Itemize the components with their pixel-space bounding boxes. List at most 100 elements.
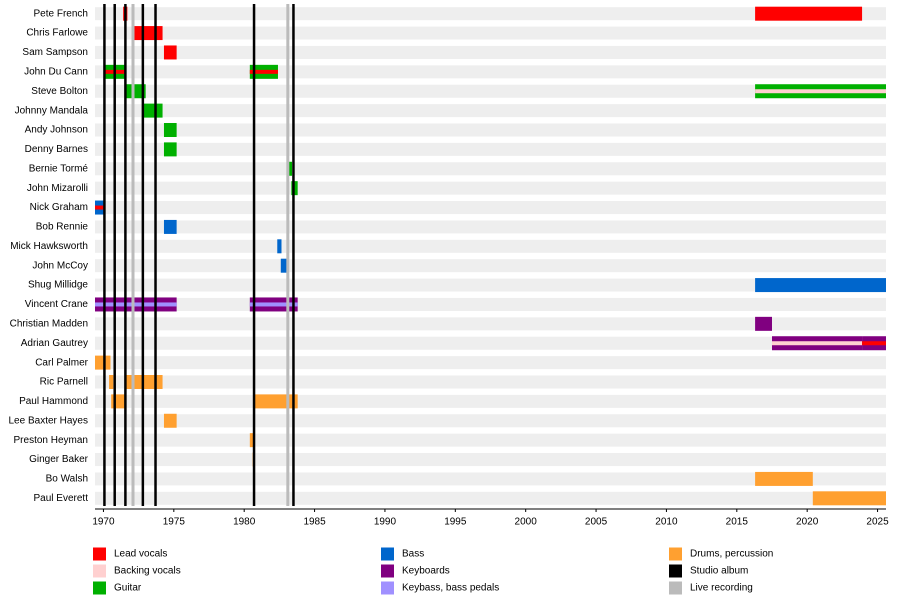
member-bar <box>133 26 163 41</box>
member-label: Bob Rennie <box>36 222 89 233</box>
member-label: Steve Bolton <box>31 86 88 97</box>
member-bar <box>755 278 886 293</box>
row-stripe <box>95 336 886 350</box>
member-bar <box>163 142 177 157</box>
legend-label: Live recording <box>690 583 753 594</box>
member-bar <box>163 45 177 60</box>
x-tick-label: 1985 <box>303 517 326 528</box>
member-bar <box>111 394 126 409</box>
member-label: Ric Parnell <box>40 377 88 388</box>
legend-swatch <box>93 564 106 578</box>
legend-label: Guitar <box>114 583 142 594</box>
member-bar <box>109 375 114 389</box>
x-tick-label: 1980 <box>233 517 256 528</box>
row-stripe <box>95 239 886 253</box>
secondary-role-stripe <box>249 69 278 74</box>
member-label: Shug Millidge <box>28 280 88 291</box>
row-stripe <box>95 375 886 389</box>
row-stripe <box>95 162 886 176</box>
member-bar <box>125 84 146 99</box>
member-bar <box>812 491 886 506</box>
member-bar <box>254 394 298 409</box>
legend-label: Drums, percussion <box>690 549 773 560</box>
x-tick-label: 2015 <box>726 517 749 528</box>
row-stripe <box>95 259 886 273</box>
member-label: John McCoy <box>32 260 88 271</box>
member-label: Nick Graham <box>30 202 88 213</box>
secondary-role-stripe <box>95 302 177 307</box>
row-stripe <box>95 297 886 311</box>
member-bar <box>142 103 163 118</box>
member-label: Andy Johnson <box>25 125 88 136</box>
member-label: Christian Madden <box>10 318 88 329</box>
x-tick-label: 2000 <box>515 517 538 528</box>
x-tick-label: 2025 <box>866 517 889 528</box>
member-bar <box>125 375 163 389</box>
member-bar <box>163 123 177 137</box>
row-stripe <box>95 123 886 137</box>
member-label: Bo Walsh <box>46 474 88 485</box>
row-stripe <box>95 45 886 59</box>
member-bar <box>95 355 111 370</box>
member-bar <box>249 433 254 448</box>
legend-swatch <box>669 547 682 561</box>
member-label: John Mizarolli <box>27 183 88 194</box>
legend-label: Backing vocals <box>114 566 181 577</box>
x-tick-label: 1975 <box>163 517 186 528</box>
legend-label: Studio album <box>690 566 748 577</box>
x-tick-label: 1990 <box>374 517 397 528</box>
legend-label: Bass <box>402 549 424 560</box>
legend-label: Lead vocals <box>114 549 167 560</box>
row-stripe <box>95 394 886 408</box>
member-bar <box>755 471 813 486</box>
member-label: Preston Heyman <box>14 435 88 446</box>
member-label: Lee Baxter Hayes <box>9 415 89 426</box>
secondary-role-stripe <box>249 302 298 307</box>
member-label: Chris Farlowe <box>26 28 88 39</box>
legend-swatch <box>669 581 682 595</box>
x-tick-label: 1995 <box>444 517 467 528</box>
member-bar <box>280 258 289 273</box>
row-stripe <box>95 453 886 467</box>
member-label: Mick Hawksworth <box>10 241 88 252</box>
legend-label: Keyboards <box>402 566 450 577</box>
member-label: Vincent Crane <box>25 299 89 310</box>
member-bar <box>163 219 177 234</box>
row-stripe <box>95 414 886 428</box>
member-bar <box>755 6 863 21</box>
member-bar <box>163 413 177 428</box>
legend-swatch <box>381 581 394 595</box>
row-stripe <box>95 181 886 195</box>
legend-swatch <box>381 547 394 561</box>
row-stripe <box>95 491 886 505</box>
x-tick-label: 2020 <box>796 517 819 528</box>
legend-label: Keybass, bass pedals <box>402 583 499 594</box>
x-tick-label: 1970 <box>92 517 115 528</box>
member-bar <box>277 239 282 254</box>
x-tick-label: 2010 <box>655 517 678 528</box>
row-stripe <box>95 104 886 118</box>
secondary-role-stripe <box>862 341 886 346</box>
secondary-role-stripe <box>95 205 105 210</box>
row-stripe <box>95 220 886 234</box>
x-tick-label: 2005 <box>585 517 608 528</box>
member-label: Sam Sampson <box>22 47 88 58</box>
row-stripe <box>95 65 886 79</box>
member-label: Ginger Baker <box>29 454 89 465</box>
member-label: Adrian Gautrey <box>21 338 88 349</box>
member-label: Paul Everett <box>34 493 89 504</box>
member-label: Pete French <box>34 8 88 19</box>
row-stripe <box>95 356 886 370</box>
member-label: Johnny Mandala <box>15 105 89 116</box>
member-bar <box>755 316 772 331</box>
member-label: Carl Palmer <box>35 357 88 368</box>
secondary-role-stripe <box>755 89 886 94</box>
legend-swatch <box>93 581 106 595</box>
member-bar <box>287 161 293 176</box>
member-label: Bernie Tormé <box>29 163 89 174</box>
member-label: John Du Cann <box>24 66 88 77</box>
secondary-role-stripe <box>771 341 863 346</box>
row-stripe <box>95 142 886 156</box>
legend-swatch <box>381 564 394 578</box>
